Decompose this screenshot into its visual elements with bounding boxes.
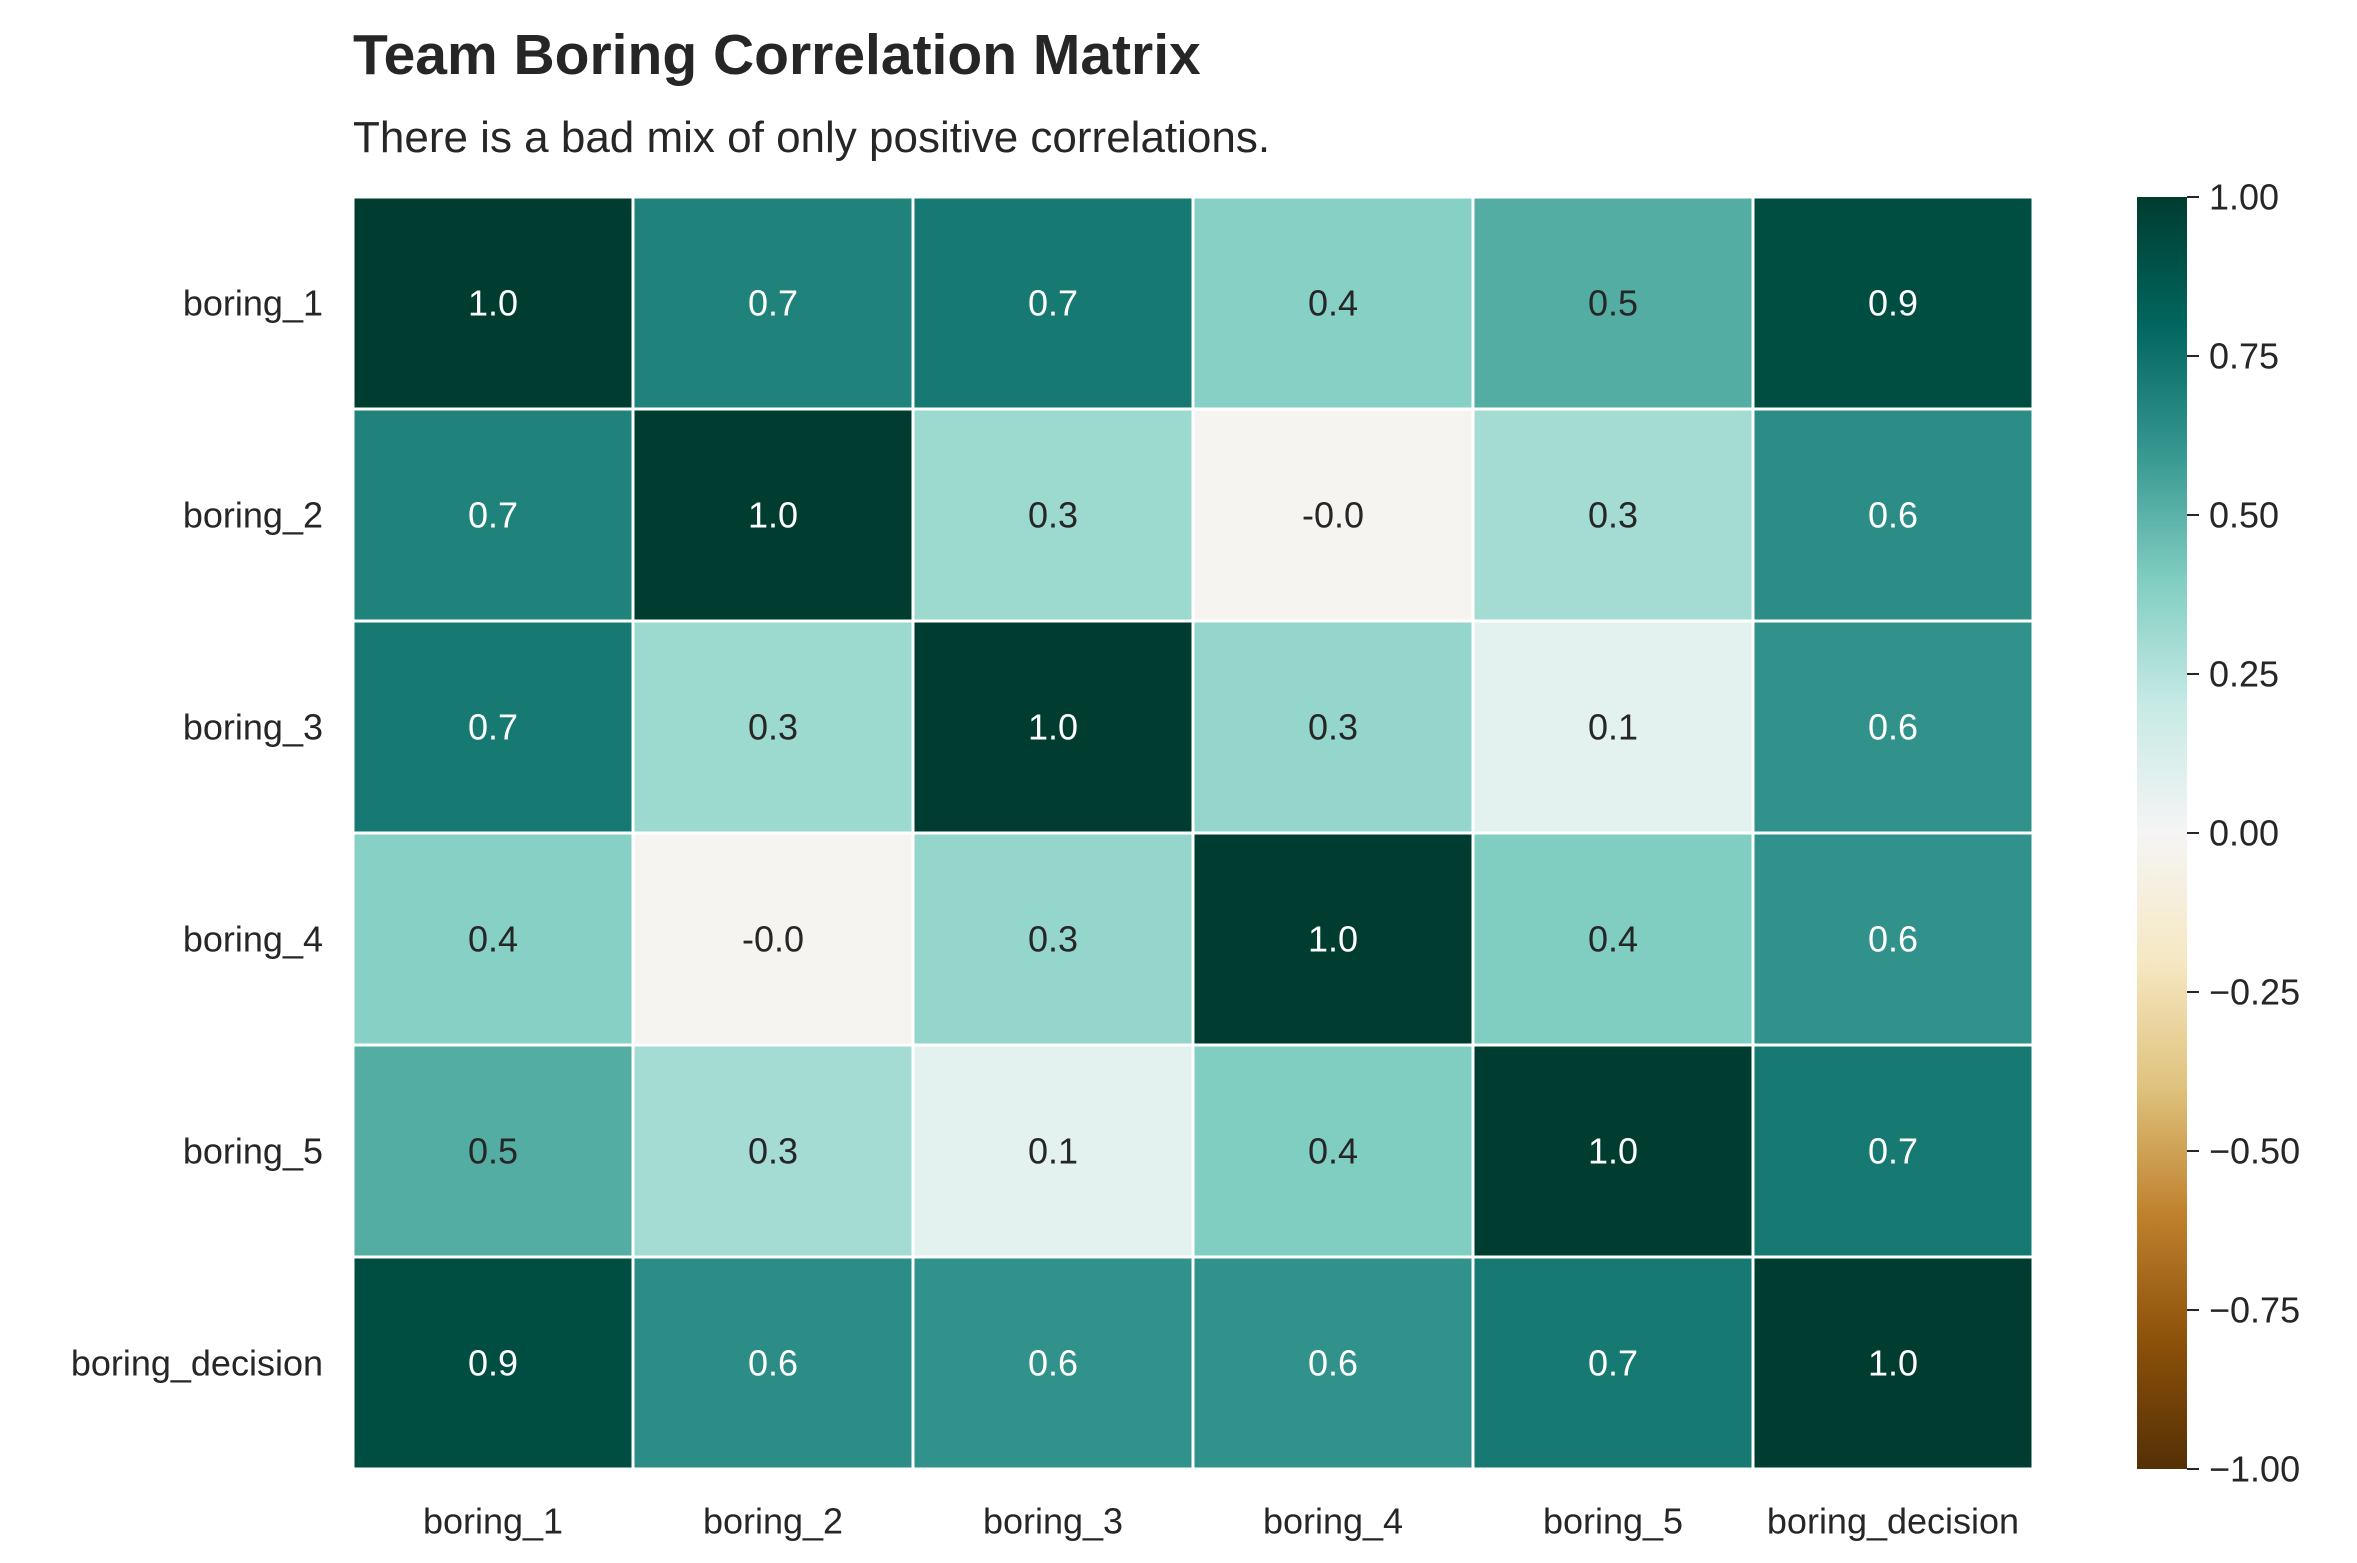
cell-value-label: 0.7 xyxy=(468,495,518,536)
column-tick-label: boring_5 xyxy=(1543,1501,1683,1542)
cell-value-label: 0.7 xyxy=(1868,1131,1918,1172)
row-tick-label: boring_2 xyxy=(183,495,323,536)
cell-value-label: 0.6 xyxy=(1868,919,1918,960)
chart-title: Team Boring Correlation Matrix xyxy=(353,23,1201,87)
heatmap-cell-boring_3-boring_decision xyxy=(1751,619,2035,835)
cell-value-label: 0.3 xyxy=(748,1131,798,1172)
cell-value-label: 1.0 xyxy=(468,283,518,324)
column-tick-label: boring_4 xyxy=(1263,1501,1403,1542)
cell-value-label: 0.7 xyxy=(748,283,798,324)
colorbar-tick-label: 0.75 xyxy=(2209,336,2279,377)
cell-value-label: -0.0 xyxy=(1302,495,1364,536)
cell-value-label: 0.5 xyxy=(1588,283,1638,324)
chart-subtitle: There is a bad mix of only positive corr… xyxy=(353,113,1271,162)
cell-value-label: 0.6 xyxy=(1028,1343,1078,1384)
heatmap-cell-boring_4-boring_5 xyxy=(1471,831,1755,1047)
cell-value-label: 1.0 xyxy=(1868,1343,1918,1384)
colorbar-tick-label: −1.00 xyxy=(2209,1449,2300,1490)
heatmap-cell-boring_5-boring_3 xyxy=(911,1043,1195,1259)
heatmap-cell-boring_3-boring_1 xyxy=(351,619,635,835)
heatmap-cell-boring_4-boring_decision xyxy=(1751,831,2035,1047)
cell-value-label: 0.3 xyxy=(1588,495,1638,536)
cell-value-label: 0.4 xyxy=(1588,919,1638,960)
row-tick-label: boring_5 xyxy=(183,1131,323,1172)
heatmap-cell-boring_4-boring_3 xyxy=(911,831,1195,1047)
row-tick-label: boring_4 xyxy=(183,919,323,960)
cell-value-label: 0.6 xyxy=(1868,495,1918,536)
cell-value-label: 0.7 xyxy=(1588,1343,1638,1384)
heatmap-cell-boring_2-boring_1 xyxy=(351,407,635,623)
colorbar-tick-label: 0.50 xyxy=(2209,495,2279,536)
cell-value-label: 0.7 xyxy=(468,707,518,748)
heatmap-cell-boring_5-boring_4 xyxy=(1191,1043,1475,1259)
column-tick-label: boring_1 xyxy=(423,1501,563,1542)
column-tick-label: boring_decision xyxy=(1767,1501,2019,1542)
cell-value-label: 0.4 xyxy=(1308,1131,1358,1172)
cell-value-label: -0.0 xyxy=(742,919,804,960)
cell-value-label: 0.3 xyxy=(1028,495,1078,536)
heatmap-cell-boring_2-boring_decision xyxy=(1751,407,2035,623)
cell-value-label: 0.6 xyxy=(1308,1343,1358,1384)
column-labels: boring_1 boring_2 boring_3 boring_4 boring_5… xyxy=(423,1501,2019,1542)
heatmap-cell-boring_3-boring_5 xyxy=(1471,619,1755,835)
heatmap-cell-boring_2-boring_2 xyxy=(631,407,915,623)
row-labels: boring_1 boring_2 boring_3 boring_4 boring_5… xyxy=(71,283,323,1384)
cell-value-label: 1.0 xyxy=(1308,919,1358,960)
cell-value-label: 0.1 xyxy=(1588,707,1638,748)
heatmap-cell-boring_1-boring_decision xyxy=(1751,195,2035,411)
column-tick-label: boring_2 xyxy=(703,1501,843,1542)
heatmap-cell-boring_decision-boring_1 xyxy=(351,1255,635,1471)
cell-value-label: 1.0 xyxy=(1588,1131,1638,1172)
row-tick-label: boring_decision xyxy=(71,1343,323,1384)
cell-value-label: 0.9 xyxy=(1868,283,1918,324)
cell-value-label: 0.3 xyxy=(1308,707,1358,748)
colorbar-tick-label: −0.75 xyxy=(2209,1290,2300,1331)
colorbar-tick-label: −0.50 xyxy=(2209,1131,2300,1172)
cell-value-label: 0.9 xyxy=(468,1343,518,1384)
heatmap-cell-boring_decision-boring_decision xyxy=(1751,1255,2035,1471)
cell-value-label: 0.3 xyxy=(1028,919,1078,960)
cell-value-label: 0.1 xyxy=(1028,1131,1078,1172)
cell-value-label: 1.0 xyxy=(748,495,798,536)
colorbar: 1.00 0.75 0.50 0.25 0.00 −0.25 −0.50 −0.75 −1.00 xyxy=(2137,177,2300,1490)
heatmap-cell-boring_5-boring_decision xyxy=(1751,1043,2035,1259)
cell-value-label: 0.4 xyxy=(468,919,518,960)
cell-value-label: 0.5 xyxy=(468,1131,518,1172)
heatmap-cells: 1.0 0.7 0.7 0.4 0.5 0.9 0.7 1.0 0.3 -0.0 0.3 0.6 0.7… xyxy=(351,195,2035,1471)
heatmap-cell-boring_decision-boring_5 xyxy=(1471,1255,1755,1471)
colorbar-tick-label: 0.00 xyxy=(2209,813,2279,854)
cell-value-label: 1.0 xyxy=(1028,707,1078,748)
colorbar-tick-label: 0.25 xyxy=(2209,654,2279,695)
heatmap-cell-boring_5-boring_2 xyxy=(631,1043,915,1259)
heatmap-cell-boring_decision-boring_3 xyxy=(911,1255,1195,1471)
cell-value-label: 0.3 xyxy=(748,707,798,748)
heatmap-cell-boring_3-boring_2 xyxy=(631,619,915,835)
colorbar-tick-label: −0.25 xyxy=(2209,972,2300,1013)
heatmap-cell-boring_decision-boring_4 xyxy=(1191,1255,1475,1471)
heatmap-cell-boring_1-boring_5 xyxy=(1471,195,1755,411)
colorbar-scale xyxy=(2137,197,2187,1469)
colorbar-tick-label: 1.00 xyxy=(2209,177,2279,218)
cell-value-label: 0.6 xyxy=(1868,707,1918,748)
cell-value-label: 0.6 xyxy=(748,1343,798,1384)
heatmap-cell-boring_decision-boring_2 xyxy=(631,1255,915,1471)
cell-value-label: 0.7 xyxy=(1028,283,1078,324)
row-tick-label: boring_3 xyxy=(183,707,323,748)
heatmap-cell-boring_2-boring_5 xyxy=(1471,407,1755,623)
heatmap-cell-boring_1-boring_4 xyxy=(1191,195,1475,411)
heatmap-cell-boring_2-boring_4 xyxy=(1191,407,1475,623)
cell-value-label: 0.4 xyxy=(1308,283,1358,324)
column-tick-label: boring_3 xyxy=(983,1501,1123,1542)
row-tick-label: boring_1 xyxy=(183,283,323,324)
